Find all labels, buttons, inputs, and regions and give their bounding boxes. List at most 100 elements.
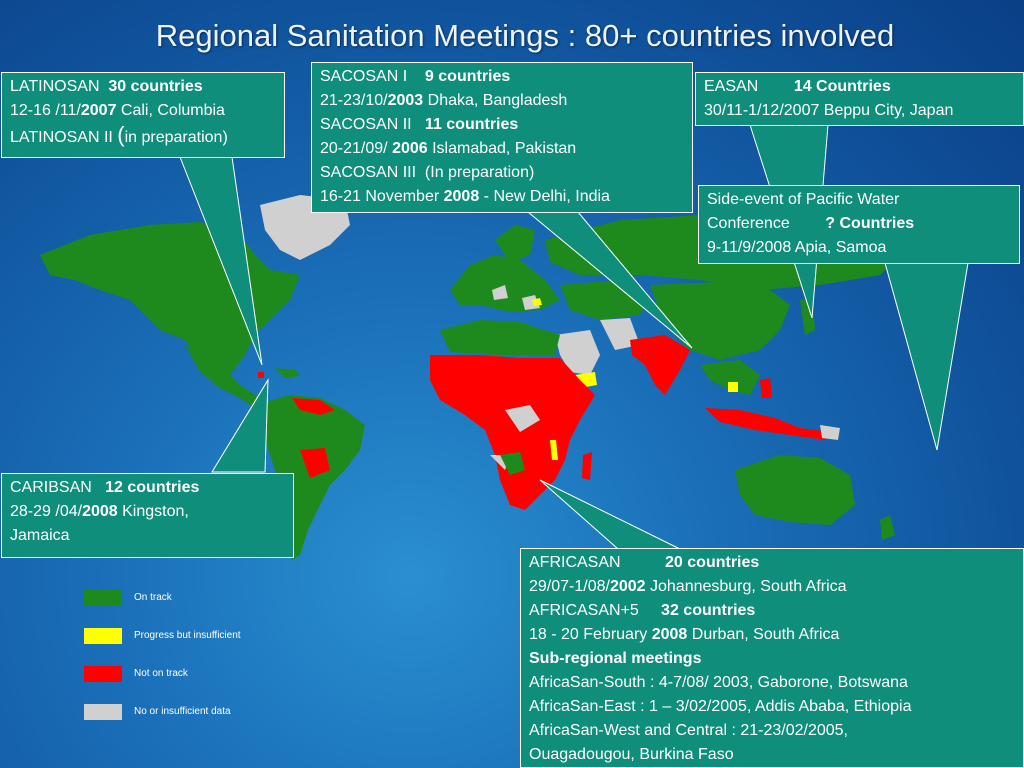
latinosan-count: 30 countries (108, 78, 203, 95)
easan-count: 14 Countries (793, 78, 891, 95)
africa-grey (490, 405, 540, 470)
legend-label-on-track: On track (134, 592, 172, 603)
legend-label-progress: Progress but insufficient (134, 630, 241, 641)
caribsan-name: CARIBSAN (10, 479, 106, 496)
africasan-location: Johannesburg, South Africa (645, 578, 847, 595)
easan-name: EASAN (704, 78, 794, 95)
pacific-line-1: Side-event of Pacific Water (707, 191, 900, 208)
page-title: Regional Sanitation Meetings : 80+ count… (155, 18, 895, 53)
latinosan-ii-status: in preparation) (124, 129, 228, 146)
png-grey (820, 425, 840, 440)
africasan-subregional-heading: Sub-regional meetings (529, 650, 702, 667)
sacosan-ii-location: Islamabad, Pakistan (427, 140, 577, 157)
legend-swatch-no-data (84, 704, 122, 720)
latinosan-ii-paren: ( (117, 122, 125, 147)
central-america (185, 345, 265, 410)
sacosan-i-year: 2003 (387, 92, 424, 109)
africasan-pointer (539, 479, 681, 550)
africasan-name: AFRICASAN (529, 554, 666, 571)
caribsan-date: 28-29 /04/ (10, 503, 83, 520)
balkans-yellow (532, 298, 542, 306)
latinosan-year: 2007 (80, 102, 117, 119)
venezuela (292, 398, 335, 415)
sacosan-i-name: SACOSAN I (320, 68, 425, 85)
africasan-callout: AFRICASAN 20 countries 29/07-1/08/2002 J… (520, 548, 1024, 768)
legend-swatch-not-on-track (84, 666, 122, 682)
latinosan-line-2: 12-16 /11/2007 Cali, Columbia (10, 99, 276, 123)
sacosan-iii-year: 2008 (443, 188, 480, 205)
africasan-line-1: AFRICASAN 20 countries (529, 551, 1015, 575)
new-zealand (880, 515, 895, 540)
sacosan-callout: SACOSAN I 9 countries 21-23/10/2003 Dhak… (311, 62, 693, 213)
caribsan-count: 12 countries (105, 479, 200, 496)
middle-east-grey (555, 330, 600, 375)
africasan-date: 29/07-1/08/ (529, 578, 610, 595)
africasan-count: 20 countries (665, 554, 760, 571)
philippines-red (760, 378, 772, 398)
sacosan-i-date: 21-23/10/ (320, 92, 388, 109)
africasan5-date: 18 - 20 February (529, 626, 652, 643)
legend-label-not-on-track: Not on track (134, 668, 188, 679)
caribsan-line-1: CARIBSAN 12 countries (10, 476, 285, 500)
pacific-pointer (884, 262, 969, 451)
latinosan-date: 12-16 /11/ (10, 102, 81, 119)
africa-yellow (550, 440, 558, 460)
africasan5-location: Durban, South Africa (687, 626, 840, 643)
caribbean-green (275, 368, 300, 378)
iran-grey (600, 318, 640, 350)
sacosan-line-3: SACOSAN II 11 countries (320, 113, 684, 137)
africa-red (430, 355, 595, 510)
africasan-line-2: 29/07-1/08/2002 Johannesburg, South Afri… (529, 575, 1015, 599)
sacosan-line-4: 20-21/09/ 2006 Islamabad, Pakistan (320, 137, 684, 161)
africasan-south: AfricaSan-South : 4-7/08/ 2003, Gaborone… (529, 674, 908, 691)
pacific-conference: Conference (707, 215, 826, 232)
africasan-line-3: AFRICASAN+5 32 countries (529, 599, 1015, 623)
caribsan-pointer (211, 378, 269, 473)
legend-swatch-on-track (84, 590, 122, 606)
north-america (40, 222, 300, 395)
sacosan-ii-date: 20-21/09/ (320, 140, 393, 157)
sacosan-iii-location: - New Delhi, India (479, 188, 610, 205)
caribbean-red (258, 372, 264, 378)
africasan5-year: 2008 (651, 626, 688, 643)
africasan5-count: 32 countries (661, 602, 756, 619)
africasan5-name: AFRICASAN+5 (529, 602, 662, 619)
latinosan-name: LATINOSAN (10, 78, 109, 95)
north-africa-green (440, 320, 560, 355)
pacific-line-2: Conference ? Countries (707, 212, 1011, 236)
sacosan-line-1: SACOSAN I 9 countries (320, 65, 684, 89)
australia (735, 455, 855, 525)
bolivia (300, 448, 330, 478)
sacosan-i-location: Dhaka, Bangladesh (423, 92, 568, 109)
legend-label-no-data: No or insufficient data (134, 706, 231, 717)
easan-callout: EASAN 14 Countries 30/11-1/12/2007 Beppu… (695, 72, 1024, 126)
easan-line-2: 30/11-1/12/2007 Beppu City, Japan (704, 102, 954, 119)
sacosan-line-5: SACOSAN III (In preparation) (320, 164, 535, 181)
sacosan-iii-date: 16-21 November (320, 188, 444, 205)
south-asia-red (630, 335, 690, 395)
eastern-europe-grey (492, 285, 540, 310)
pacific-callout: Side-event of Pacific Water Conference ?… (698, 185, 1020, 264)
caribsan-line-3: Jamaica (10, 527, 70, 544)
southeast-asia-green (700, 360, 760, 395)
europe (450, 255, 560, 312)
easan-line-1: EASAN 14 Countries (704, 75, 1015, 99)
caribsan-year: 2008 (82, 503, 118, 520)
sacosan-ii-year: 2006 (392, 140, 428, 157)
caribsan-line-2: 28-29 /04/2008 Kingston, (10, 500, 285, 524)
sacosan-ii-name: SACOSAN II (320, 116, 425, 133)
indonesia-red (705, 408, 830, 440)
sacosan-line-6: 16-21 November 2008 - New Delhi, India (320, 185, 684, 209)
cambodia-yellow (728, 382, 738, 392)
latinosan-line-1: LATINOSAN 30 countries (10, 75, 276, 99)
africasan-east: AfricaSan-East : 1 – 3/02/2005, Addis Ab… (529, 698, 912, 715)
south-africa-green (500, 452, 525, 475)
latinosan-location: Cali, Columbia (116, 102, 225, 119)
latinosan-callout: LATINOSAN 30 countries 12-16 /11/2007 Ca… (1, 72, 285, 158)
pacific-count: ? Countries (825, 215, 915, 232)
africasan-year: 2002 (609, 578, 646, 595)
scandinavia (495, 225, 535, 262)
caribsan-callout: CARIBSAN 12 countries 28-29 /04/2008 Kin… (1, 473, 294, 558)
africasan-west-central-location: Ouagadougou, Burkina Faso (529, 746, 734, 763)
